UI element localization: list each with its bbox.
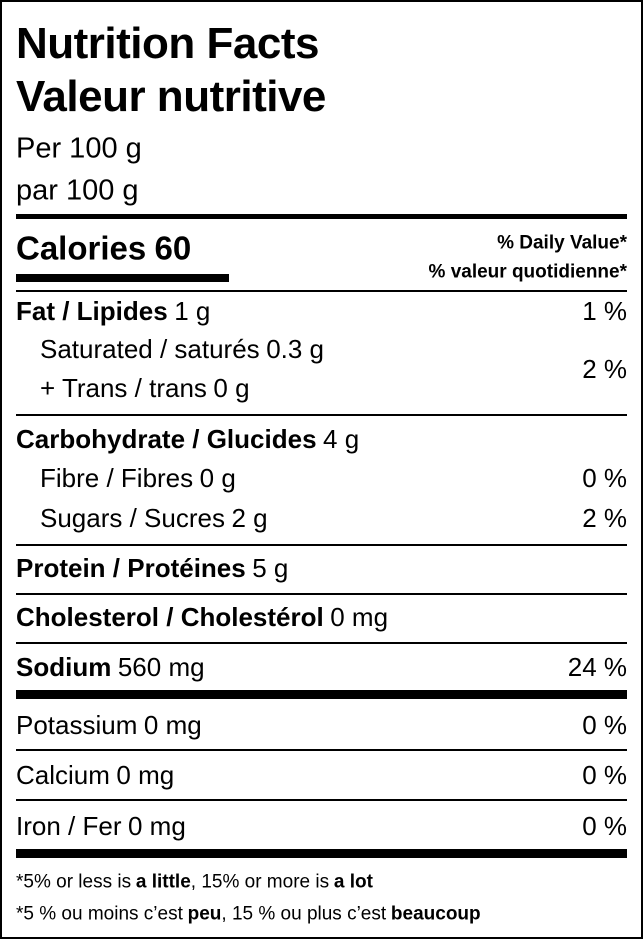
text: a lot (333, 871, 373, 893)
calories-label: Calories (16, 229, 147, 267)
dv: 0 % (582, 710, 627, 740)
text: a little (135, 871, 191, 893)
rule (16, 799, 627, 801)
calories: Calories 60 (16, 232, 191, 265)
amount: 0 g (213, 373, 250, 403)
amount: 4 g (323, 424, 360, 454)
calories-amount: 60 (154, 229, 192, 267)
rule (16, 544, 627, 546)
title-fr: Valeur nutritive (16, 72, 326, 121)
amount: 5 g (252, 553, 289, 583)
amount: 2 g (231, 503, 268, 533)
text: *5% or less is (16, 871, 132, 893)
rule (16, 642, 627, 644)
saturated: Saturated / saturés 0.3 g (40, 336, 324, 362)
fat: Fat / Lipides 1 g (16, 298, 210, 324)
text: peu (187, 903, 222, 925)
rule (16, 214, 627, 219)
name: Protein / Protéines (16, 553, 246, 583)
dv: 0 % (582, 463, 627, 493)
rule (16, 593, 627, 595)
sodium: Sodium 560 mg (16, 654, 205, 680)
name: Fibre / Fibres (40, 463, 194, 493)
rule (16, 749, 627, 751)
amount: 0.3 g (266, 334, 325, 364)
name: Carbohydrate / Glucides (16, 424, 317, 454)
amount: 0 mg (116, 760, 175, 790)
title-en: Nutrition Facts (16, 19, 319, 68)
name: + Trans / trans (40, 373, 207, 403)
amount: 0 mg (143, 710, 202, 740)
amount: 0 mg (330, 602, 389, 632)
dv: 24 % (567, 652, 627, 682)
iron: Iron / Fer 0 mg (16, 813, 186, 839)
protein: Protein / Protéines 5 g (16, 555, 288, 581)
name: Fat / Lipides (16, 296, 168, 326)
name: Saturated / saturés (40, 334, 260, 364)
carbohydrate: Carbohydrate / Glucides 4 g (16, 426, 359, 452)
dv: 2 % (582, 354, 627, 384)
rule (16, 274, 229, 282)
text: *5 % ou moins c’est (16, 903, 183, 925)
text: , 15% or more is (190, 871, 330, 893)
trans: + Trans / trans 0 g (40, 375, 250, 401)
footnote-fr: *5 % ou moins c’est peu, 15 % ou plus c’e… (16, 905, 481, 924)
fibre: Fibre / Fibres 0 g (40, 465, 236, 491)
serving-en: Per 100 g (16, 132, 142, 165)
amount: 560 mg (117, 652, 205, 682)
text: , 15 % ou plus c’est (221, 903, 387, 925)
dv: 0 % (582, 811, 627, 841)
rule (16, 849, 627, 858)
footnote-en: *5% or less is a little, 15% or more is a … (16, 873, 373, 892)
dv-header-en: % Daily Value* (497, 232, 627, 254)
dv: 0 % (582, 760, 627, 790)
rule (16, 414, 627, 416)
name: Sodium (16, 652, 112, 682)
dv-header-fr: % valeur quotidienne* (428, 261, 627, 283)
amount: 0 mg (127, 811, 186, 841)
rule (16, 290, 627, 292)
dv: 1 % (582, 296, 627, 326)
potassium: Potassium 0 mg (16, 712, 202, 738)
rule (16, 690, 627, 699)
name: Cholesterol / Cholestérol (16, 602, 324, 632)
amount: 1 g (174, 296, 211, 326)
dv: 2 % (582, 503, 627, 533)
serving-fr: par 100 g (16, 174, 139, 207)
text: beaucoup (390, 903, 481, 925)
name: Iron / Fer (16, 811, 122, 841)
cholesterol: Cholesterol / Cholestérol 0 mg (16, 604, 388, 630)
sugars: Sugars / Sucres 2 g (40, 505, 268, 531)
name: Calcium (16, 760, 110, 790)
calcium: Calcium 0 mg (16, 762, 174, 788)
name: Potassium (16, 710, 138, 740)
name: Sugars / Sucres (40, 503, 225, 533)
amount: 0 g (199, 463, 236, 493)
